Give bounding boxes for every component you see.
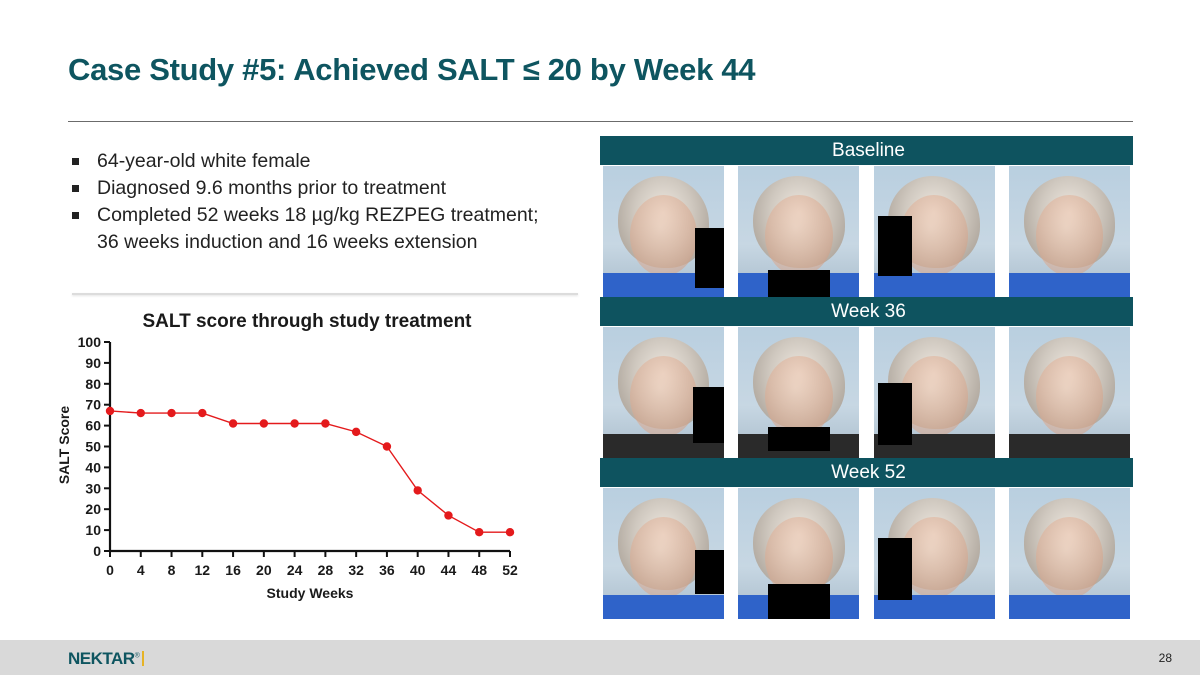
x-tick-label: 52 — [502, 562, 518, 578]
y-tick-label: 100 — [78, 334, 102, 350]
patient-photo — [603, 488, 724, 619]
data-point — [444, 511, 453, 520]
redaction-box — [877, 383, 912, 445]
nektar-logo: NEKTAR® — [68, 649, 140, 668]
x-tick-label: 20 — [256, 562, 272, 578]
x-tick-label: 48 — [471, 562, 487, 578]
photo-row-week52 — [600, 488, 1133, 619]
data-point — [259, 419, 269, 428]
x-tick-label: 12 — [195, 562, 211, 578]
data-point — [136, 408, 145, 418]
x-tick-label: 0 — [106, 562, 114, 578]
patient-photo — [1008, 327, 1130, 458]
slide-title: Case Study #5: Achieved SALT ≤ 20 by Wee… — [68, 52, 756, 87]
data-point — [475, 527, 484, 537]
y-tick-label: 10 — [85, 522, 101, 538]
y-tick-label: 0 — [93, 543, 101, 559]
redaction-box — [768, 270, 831, 297]
title-rule — [68, 121, 1133, 122]
section-label-baseline: Baseline — [600, 136, 1133, 165]
x-tick-label: 40 — [410, 562, 426, 578]
data-point — [167, 408, 176, 418]
x-tick-label: 8 — [168, 562, 176, 578]
data-point — [505, 527, 515, 537]
y-axis-label: SALT Score — [56, 406, 72, 485]
patient-photo — [873, 488, 995, 619]
y-tick-label: 80 — [85, 376, 101, 392]
x-tick-label: 16 — [225, 562, 241, 578]
patient-photo — [603, 327, 724, 458]
series-layer — [105, 406, 515, 537]
chart-title: SALT score through study treatment — [142, 311, 472, 332]
y-tick-label: 40 — [85, 459, 101, 475]
x-tick-label: 32 — [348, 562, 364, 578]
y-tick-label: 50 — [85, 439, 101, 455]
data-point — [351, 427, 361, 437]
page-number: 28 — [1158, 651, 1172, 665]
patient-photo — [1008, 166, 1130, 297]
data-point — [105, 406, 115, 416]
photo-row-week36 — [600, 327, 1133, 458]
redaction-box — [768, 584, 831, 619]
data-point — [198, 408, 207, 418]
x-tick-label: 24 — [287, 562, 303, 578]
y-tick-label: 60 — [85, 418, 101, 434]
y-tick-label: 70 — [85, 397, 101, 413]
x-tick-label: 28 — [318, 562, 334, 578]
patient-photo — [603, 166, 724, 297]
section-label-week36: Week 36 — [600, 297, 1133, 326]
x-tick-label: 4 — [137, 562, 145, 578]
data-point — [321, 419, 330, 428]
patient-photo — [873, 166, 995, 297]
x-tick-label: 44 — [441, 562, 457, 578]
section-divider — [72, 293, 578, 295]
patient-photo — [1008, 488, 1130, 619]
logo-accent-bar — [142, 651, 144, 666]
patient-photo — [873, 327, 995, 458]
bullet-item: Diagnosed 9.6 months prior to treatment — [70, 175, 560, 202]
y-tick-label: 30 — [85, 480, 101, 496]
bullet-item: Completed 52 weeks 18 µg/kg REZPEG treat… — [70, 202, 560, 256]
series-line — [109, 410, 510, 533]
patient-photo — [738, 166, 860, 297]
redaction-box — [693, 387, 724, 443]
data-point — [382, 442, 392, 451]
x-tick-label: 36 — [379, 562, 395, 578]
photo-panel: Baseline Week 36 Week 52 — [600, 136, 1133, 619]
patient-photo — [738, 327, 860, 458]
salt-line-chart: SALT score through study treatment SALT … — [56, 311, 518, 601]
data-point — [413, 486, 422, 495]
redaction-box — [877, 538, 912, 600]
y-tick-label: 90 — [85, 355, 101, 371]
redaction-box — [877, 216, 912, 276]
bullet-item: 64-year-old white female — [70, 148, 560, 175]
bullet-list: 64-year-old white female Diagnosed 9.6 m… — [70, 148, 560, 256]
photo-row-baseline — [600, 166, 1133, 297]
x-axis-label: Study Weeks — [267, 585, 354, 601]
redaction-box — [768, 427, 831, 451]
data-point — [228, 419, 238, 428]
y-tick-label: 20 — [85, 501, 101, 517]
redaction-box — [695, 228, 724, 288]
footer-bar: NEKTAR® 28 — [0, 640, 1200, 675]
patient-photo — [738, 488, 860, 619]
redaction-box — [695, 550, 724, 594]
section-label-week52: Week 52 — [600, 458, 1133, 487]
data-point — [290, 419, 299, 428]
